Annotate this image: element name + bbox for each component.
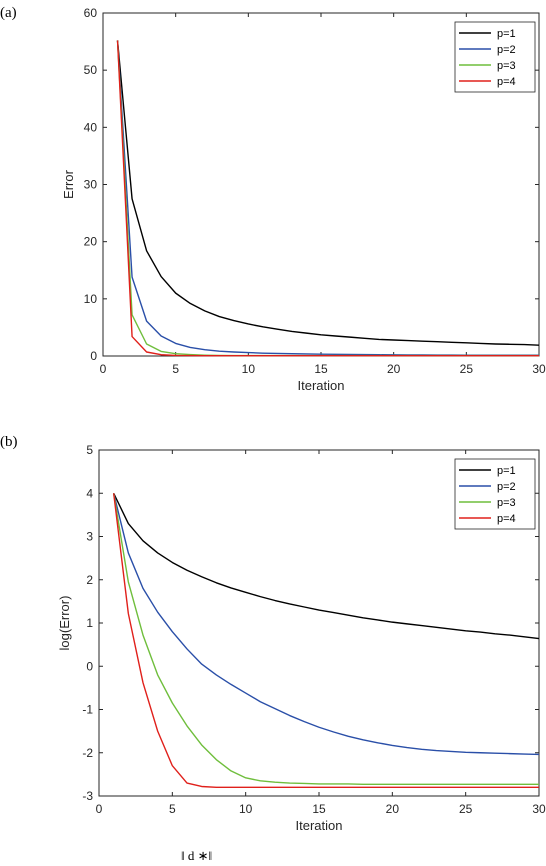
- series-line-p2: [112, 493, 540, 756]
- chart-a: 0 5 10 15 20 25 30 0 10 20 30 40 50 60 Iteration Error p…: [61, 6, 546, 393]
- caption-fragment: ‖ d ∗‖: [181, 848, 212, 863]
- series-line-p4: [116, 40, 539, 357]
- legend-label: p=2: [497, 44, 516, 56]
- legend: p=1 p=2 p=3 p=4: [454, 21, 536, 93]
- panel-label-b: (b): [0, 434, 18, 450]
- y-tick-label: 30: [84, 178, 98, 192]
- legend-label: p=1: [497, 28, 516, 40]
- legend-label: p=1: [497, 465, 516, 477]
- y-tick-label: 2: [86, 573, 93, 587]
- legend-label: p=2: [497, 481, 516, 493]
- y-tick-label: 3: [86, 530, 93, 544]
- series-line-p1: [113, 492, 540, 640]
- series-line-p4: [112, 493, 539, 789]
- series-line-p1: [116, 40, 540, 346]
- y-tick-label: 10: [84, 292, 98, 306]
- y-tick-label: -2: [82, 746, 93, 760]
- x-tick-label: 10: [242, 362, 256, 376]
- x-tick-label: 20: [387, 362, 401, 376]
- y-axis-title: log(Error): [57, 596, 72, 651]
- x-tick-label: 0: [96, 802, 103, 816]
- x-tick-label: 5: [172, 362, 179, 376]
- legend-label: p=4: [497, 513, 516, 525]
- y-tick-label: 0: [90, 349, 97, 363]
- series-line-p3: [112, 493, 539, 786]
- x-tick-label: 10: [239, 802, 253, 816]
- x-tick-label: 5: [169, 802, 176, 816]
- x-tick-label: 15: [312, 802, 326, 816]
- y-tick-label: 20: [84, 235, 98, 249]
- x-tick-label: 25: [460, 362, 474, 376]
- panel-label-a: (a): [0, 5, 17, 21]
- y-tick-label: 0: [86, 659, 93, 673]
- legend-label: p=3: [497, 497, 516, 509]
- legend-label: p=3: [497, 60, 516, 72]
- x-tick-label: 0: [100, 362, 107, 376]
- y-tick-label: 60: [84, 6, 98, 20]
- chart-b: 0 5 10 15 20 25 30 -3 -2 -1 0 1 2 3 4 5 Iteration log(Err…: [57, 443, 546, 833]
- y-tick-label: -3: [82, 789, 93, 803]
- y-tick-label: 1: [86, 616, 93, 630]
- y-tick-label: 4: [86, 486, 93, 500]
- x-tick-label: 25: [459, 802, 473, 816]
- x-tick-label: 30: [532, 802, 546, 816]
- y-tick-label: 40: [84, 120, 98, 134]
- x-axis-title: Iteration: [296, 818, 343, 833]
- x-tick-label: 30: [532, 362, 546, 376]
- y-axis-title: Error: [61, 169, 76, 199]
- legend-label: p=4: [497, 76, 516, 88]
- x-axis-title: Iteration: [298, 378, 345, 393]
- y-tick-label: 50: [84, 63, 98, 77]
- legend: p=1 p=2 p=3 p=4: [454, 458, 536, 530]
- x-tick-label: 20: [386, 802, 400, 816]
- y-tick-label: -1: [82, 703, 93, 717]
- y-tick-label: 5: [86, 443, 93, 457]
- x-tick-label: 15: [314, 362, 328, 376]
